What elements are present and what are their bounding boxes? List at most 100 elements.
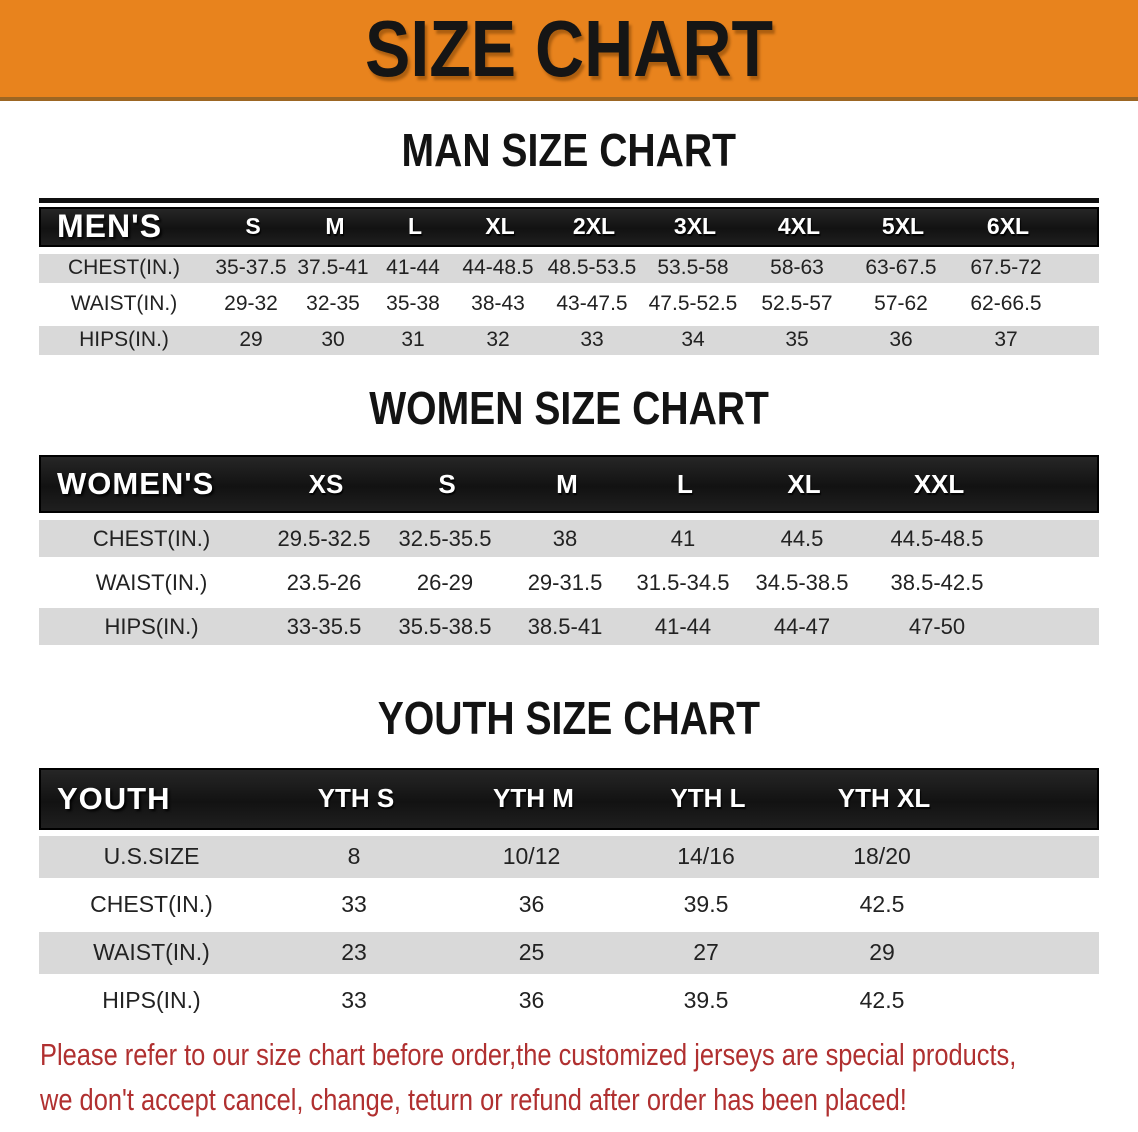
table-cell: 29	[869, 939, 895, 966]
women-section-title: WOMEN SIZE CHART	[0, 382, 1138, 434]
table-cell: 29	[239, 328, 263, 352]
column-header: 2XL	[572, 213, 616, 240]
column-header: M	[556, 468, 578, 499]
table-cell: 47-50	[908, 613, 966, 639]
table-cell: 38-43	[471, 292, 525, 316]
table-cell: 42.5	[859, 987, 905, 1014]
column-header: L	[407, 213, 423, 240]
row-label: CHEST(IN.)	[92, 525, 211, 551]
men-size-section: MAN SIZE CHART MEN'S S M L XL 2XL 3XL 4XL 5XL 6XL C…	[0, 125, 1138, 355]
men-section-title-text: MAN SIZE CHART	[401, 124, 737, 176]
table-cell: 38.5-42.5	[890, 569, 984, 595]
table-cell: 35	[785, 328, 809, 352]
table-cell: 58-63	[770, 256, 824, 280]
table-cell: 43-47.5	[556, 292, 628, 316]
row-label: WAIST(IN.)	[95, 569, 208, 595]
column-header: YTH L	[670, 783, 746, 814]
table-row: WAIST(IN.) 23 25 27 29	[39, 931, 1099, 974]
table-corner-label: MEN'S	[57, 208, 163, 245]
table-cell: 27	[693, 939, 719, 966]
table-cell: 41	[670, 525, 696, 551]
women-size-table: WOMEN'S XS S M L XL XXL CHEST(IN.) 29.5-32.5 32.5…	[39, 455, 1099, 646]
table-cell: 39.5	[683, 891, 729, 918]
table-cell: 25	[518, 939, 545, 966]
men-table-header-row: MEN'S S M L XL 2XL 3XL 4XL 5XL 6XL	[39, 206, 1099, 247]
table-cell: 34.5-38.5	[755, 569, 849, 595]
row-label: WAIST(IN.)	[70, 292, 178, 316]
table-cell: 31	[401, 328, 425, 352]
table-cell: 33-35.5	[286, 613, 362, 639]
table-cell: 29.5-32.5	[277, 525, 371, 551]
table-cell: 14/16	[677, 843, 735, 870]
table-cell: 67.5-72	[970, 256, 1042, 280]
table-row: CHEST(IN.) 29.5-32.5 32.5-35.5 38 41 44.5 44.5…	[39, 520, 1099, 558]
column-header: XL	[787, 468, 821, 499]
table-row: WAIST(IN.) 29-32 32-35 35-38 38-43 43-47.5 47.…	[39, 289, 1099, 319]
table-cell: 36	[518, 987, 545, 1014]
table-corner-label: YOUTH	[57, 780, 171, 816]
table-cell: 39.5	[683, 987, 729, 1014]
youth-section-title: YOUTH SIZE CHART	[0, 693, 1138, 744]
men-section-title: MAN SIZE CHART	[0, 125, 1138, 176]
table-cell: 41-44	[654, 613, 712, 639]
table-row: HIPS(IN.) 33 36 39.5 42.5	[39, 979, 1099, 1022]
column-header: YTH S	[317, 783, 395, 814]
table-row: U.S.SIZE 8 10/12 14/16 18/20	[39, 835, 1099, 878]
table-row: HIPS(IN.) 29 30 31 32 33 34 35 36 37	[39, 325, 1099, 355]
disclaimer-line-1-text: Please refer to our size chart before or…	[40, 1036, 1017, 1072]
table-cell: 57-62	[874, 292, 928, 316]
table-cell: 38	[552, 525, 578, 551]
disclaimer-line-2: we don't accept cancel, change, teturn o…	[40, 1077, 1138, 1122]
column-header: 3XL	[673, 213, 717, 240]
table-cell: 44.5-48.5	[890, 525, 984, 551]
table-cell: 33	[341, 891, 367, 918]
table-cell: 35.5-38.5	[398, 613, 492, 639]
table-cell: 53.5-58	[657, 256, 729, 280]
table-cell: 18/20	[853, 843, 911, 870]
banner-title-text: SIZE CHART	[365, 3, 773, 93]
men-size-table: MEN'S S M L XL 2XL 3XL 4XL 5XL 6XL CHEST(IN.) 35-37…	[39, 197, 1099, 355]
table-row: CHEST(IN.) 33 36 39.5 42.5	[39, 883, 1099, 926]
table-cell: 36	[518, 891, 545, 918]
table-cell: 30	[321, 328, 345, 352]
row-label: CHEST(IN.)	[90, 891, 213, 918]
row-label: HIPS(IN.)	[104, 613, 199, 639]
column-header: XXL	[913, 468, 965, 499]
table-cell: 32-35	[306, 292, 360, 316]
table-cell: 62-66.5	[970, 292, 1042, 316]
table-cell: 42.5	[859, 891, 905, 918]
table-cell: 32.5-35.5	[398, 525, 492, 551]
table-cell: 37.5-41	[297, 256, 369, 280]
table-cell: 23	[341, 939, 367, 966]
table-corner-label: WOMEN'S	[57, 466, 215, 502]
table-cell: 23.5-26	[286, 569, 362, 595]
column-header: L	[677, 468, 693, 499]
column-header: XL	[485, 213, 515, 240]
table-cell: 44.5	[780, 525, 824, 551]
women-table-header-row: WOMEN'S XS S M L XL XXL	[39, 455, 1099, 514]
table-cell: 47.5-52.5	[648, 292, 738, 316]
column-header: XS	[308, 468, 344, 499]
row-label: HIPS(IN.)	[79, 328, 169, 352]
column-header: 5XL	[881, 213, 925, 240]
table-row: HIPS(IN.) 33-35.5 35.5-38.5 38.5-41 41-44 44-…	[39, 608, 1099, 646]
table-row: CHEST(IN.) 35-37.5 37.5-41 41-44 44-48.5 48.5…	[39, 253, 1099, 283]
column-header: S	[438, 468, 456, 499]
table-cell: 35-37.5	[215, 256, 287, 280]
row-label: WAIST(IN.)	[93, 939, 210, 966]
table-cell: 31.5-34.5	[636, 569, 730, 595]
table-cell: 33	[341, 987, 367, 1014]
youth-table-header-row: YOUTH YTH S YTH M YTH L YTH XL	[39, 767, 1099, 830]
table-cell: 52.5-57	[761, 292, 833, 316]
size-chart-banner: SIZE CHART	[0, 0, 1138, 101]
youth-section-title-text: YOUTH SIZE CHART	[377, 692, 761, 745]
table-cell: 33	[580, 328, 604, 352]
table-cell: 29-31.5	[527, 569, 603, 595]
table-top-rule	[39, 197, 1099, 203]
table-cell: 26-29	[416, 569, 474, 595]
youth-size-section: YOUTH SIZE CHART YOUTH YTH S YTH M YTH L YTH …	[0, 693, 1138, 1022]
column-header: 4XL	[777, 213, 821, 240]
disclaimer-line-1: Please refer to our size chart before or…	[40, 1032, 1138, 1077]
table-cell: 32	[486, 328, 510, 352]
table-cell: 36	[889, 328, 913, 352]
